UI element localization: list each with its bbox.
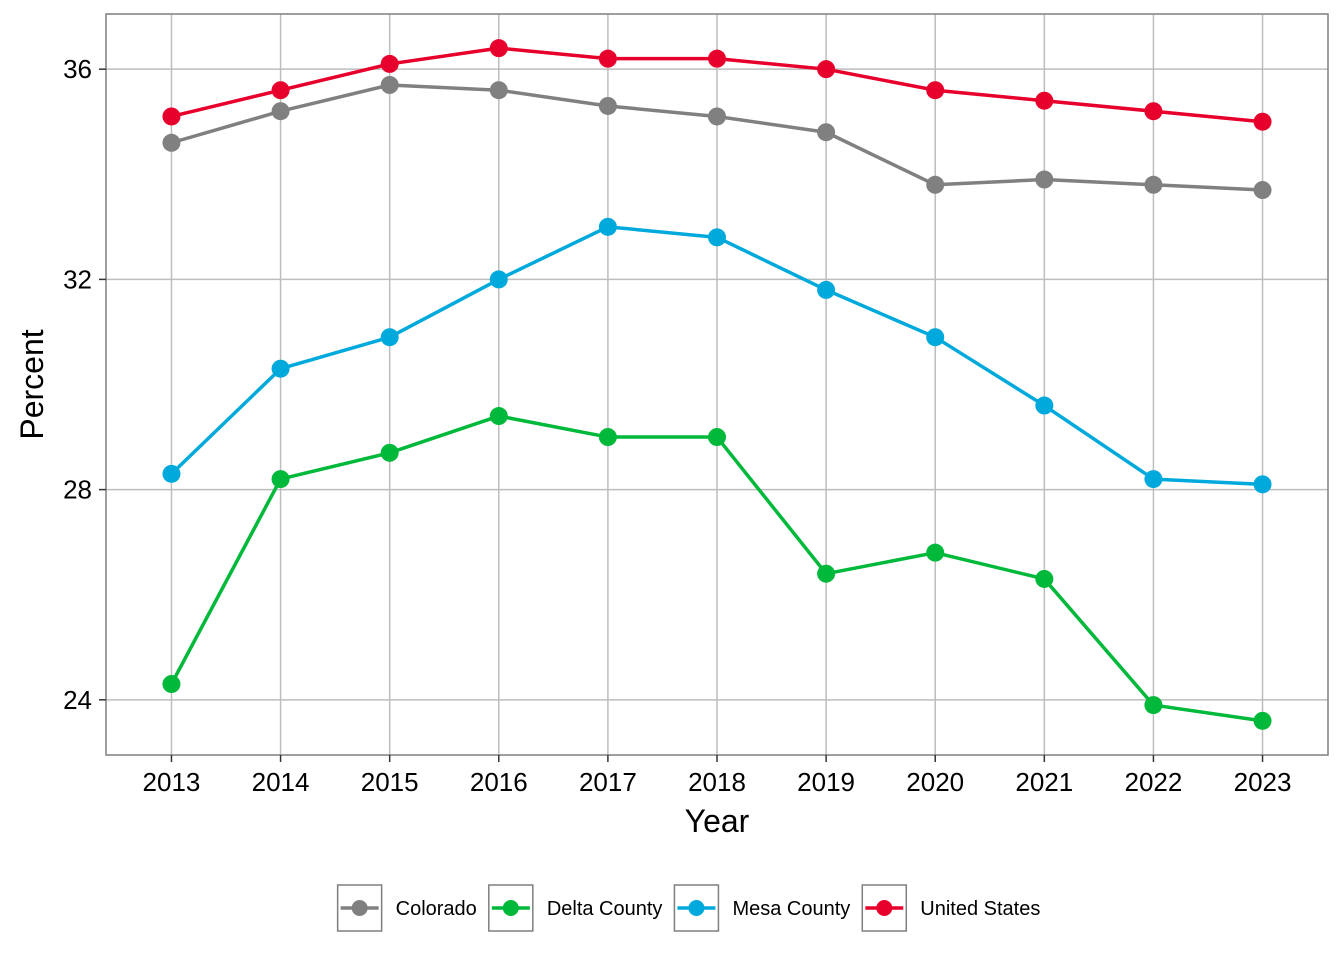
data-point-colorado [598, 96, 617, 115]
x-tick-label: 2015 [361, 767, 419, 797]
series-delta-county [162, 407, 1272, 730]
x-axis: 2013 2014 2015 2016 2017 2018 2019 2020 2021 2022… [143, 755, 1292, 797]
x-tick-label: 2018 [688, 767, 746, 797]
data-point-delta-county [271, 470, 290, 489]
data-point-mesa-county [817, 280, 836, 299]
series-mesa-county [162, 217, 1272, 494]
data-point-delta-county [162, 675, 181, 694]
data-point-delta-county [1035, 569, 1054, 588]
series-layer [162, 39, 1272, 730]
series-united-states [162, 39, 1272, 131]
data-point-colorado [162, 133, 181, 152]
x-tick-label: 2013 [143, 767, 201, 797]
data-point-united-states [489, 39, 508, 58]
data-point-mesa-county [489, 270, 508, 289]
data-point-mesa-county [380, 328, 399, 347]
legend-item-united-states: United States [861, 884, 1040, 932]
y-axis-title: Percent [14, 329, 50, 439]
data-point-delta-county [1253, 711, 1272, 730]
data-point-united-states [162, 107, 181, 126]
y-axis: 24 28 32 36 [63, 54, 106, 715]
data-point-colorado [489, 81, 508, 100]
grid-lines [106, 14, 1328, 755]
y-tick-label: 28 [63, 475, 92, 505]
data-point-colorado [817, 123, 836, 142]
data-point-colorado [1035, 170, 1054, 189]
legend-label: Delta County [547, 898, 663, 920]
legend-label: Mesa County [732, 898, 850, 920]
data-point-colorado [271, 102, 290, 121]
data-point-delta-county [1144, 696, 1163, 715]
legend-label: United States [920, 898, 1040, 920]
data-point-mesa-county [708, 228, 726, 247]
data-point-mesa-county [271, 359, 290, 378]
data-point-colorado [708, 107, 726, 126]
x-tick-label: 2023 [1234, 767, 1292, 797]
legend-item-colorado: Colorado [336, 884, 477, 932]
x-tick-label: 2016 [470, 767, 528, 797]
legend-label: Colorado [396, 898, 477, 920]
data-point-delta-county [708, 428, 726, 447]
series-colorado [162, 75, 1272, 200]
data-point-united-states [1144, 102, 1163, 121]
data-point-colorado [380, 75, 399, 94]
data-point-united-states [598, 49, 617, 68]
y-tick-label: 24 [63, 685, 92, 715]
data-point-united-states [271, 81, 290, 100]
data-point-colorado [926, 175, 945, 194]
legend: Colorado Delta County Mesa County United St… [336, 884, 1040, 932]
x-tick-label: 2020 [906, 767, 964, 797]
legend-key-marker [688, 900, 705, 916]
x-tick-label: 2017 [579, 767, 637, 797]
x-tick-label: 2019 [797, 767, 855, 797]
data-point-mesa-county [598, 217, 617, 236]
data-point-united-states [926, 81, 945, 100]
data-point-delta-county [817, 564, 836, 583]
legend-key-marker [502, 900, 519, 916]
data-point-mesa-county [1035, 396, 1054, 415]
x-tick-label: 2021 [1015, 767, 1073, 797]
data-point-mesa-county [1253, 475, 1272, 494]
data-point-united-states [380, 54, 399, 73]
data-point-delta-county [598, 428, 617, 447]
data-point-mesa-county [926, 328, 945, 347]
data-point-mesa-county [1144, 470, 1163, 489]
legend-key-marker [876, 900, 893, 916]
data-point-delta-county [926, 543, 945, 562]
data-point-colorado [1253, 181, 1272, 200]
data-point-united-states [1035, 91, 1054, 110]
legend-key-marker [351, 900, 368, 916]
legend-item-delta-county: Delta County [488, 884, 663, 932]
data-point-delta-county [380, 443, 399, 462]
x-axis-title: Year [685, 803, 750, 839]
legend-item-mesa-county: Mesa County [673, 884, 850, 932]
y-tick-label: 32 [63, 264, 92, 294]
data-point-united-states [708, 49, 726, 68]
data-point-colorado [1144, 175, 1163, 194]
data-point-united-states [817, 60, 836, 79]
x-tick-label: 2022 [1125, 767, 1183, 797]
data-point-mesa-county [162, 464, 181, 483]
data-point-united-states [1253, 112, 1272, 131]
y-tick-label: 36 [63, 54, 92, 84]
x-tick-label: 2014 [252, 767, 310, 797]
data-point-delta-county [489, 407, 508, 426]
